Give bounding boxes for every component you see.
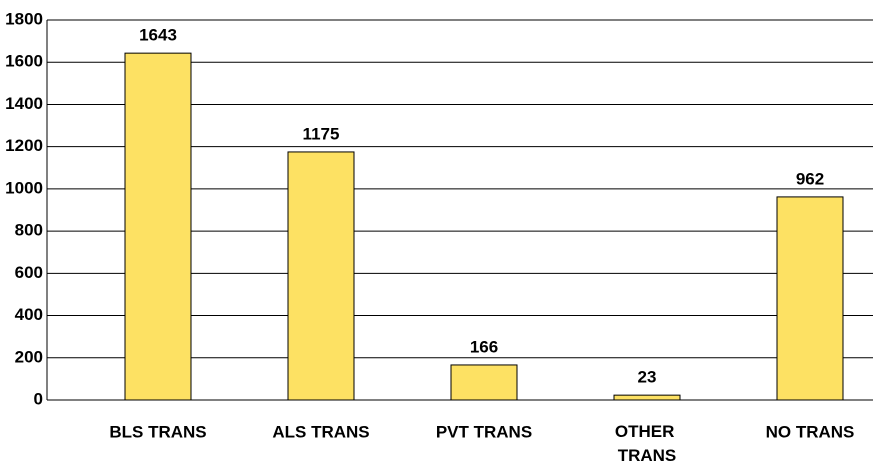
y-tick-label: 800 [15,221,43,240]
x-tick-label: OTHER TRANS [615,422,679,465]
x-tick-label: BLS TRANS [109,422,206,441]
y-tick-label: 400 [15,305,43,324]
y-tick-label: 1600 [5,52,43,71]
y-tick-label: 0 [34,389,43,408]
value-label: 1643 [139,26,177,45]
value-label: 962 [796,169,824,188]
value-label: 166 [470,337,498,356]
y-tick-label: 1200 [5,136,43,155]
y-tick-label: 1800 [5,9,43,28]
x-tick-label: ALS TRANS [272,422,369,441]
bar [613,394,681,401]
y-tick-label: 1000 [5,178,43,197]
y-tick-label: 1400 [5,94,43,113]
y-tick-label: 200 [15,347,43,366]
y-tick-label: 600 [15,263,43,282]
value-label: 23 [638,368,657,387]
x-tick-label: NO TRANS [766,422,855,441]
bar [776,196,844,401]
bar [124,52,192,401]
x-tick-label: PVT TRANS [436,422,532,441]
bar [287,151,355,401]
bar [450,364,518,401]
value-label: 1175 [303,124,340,143]
